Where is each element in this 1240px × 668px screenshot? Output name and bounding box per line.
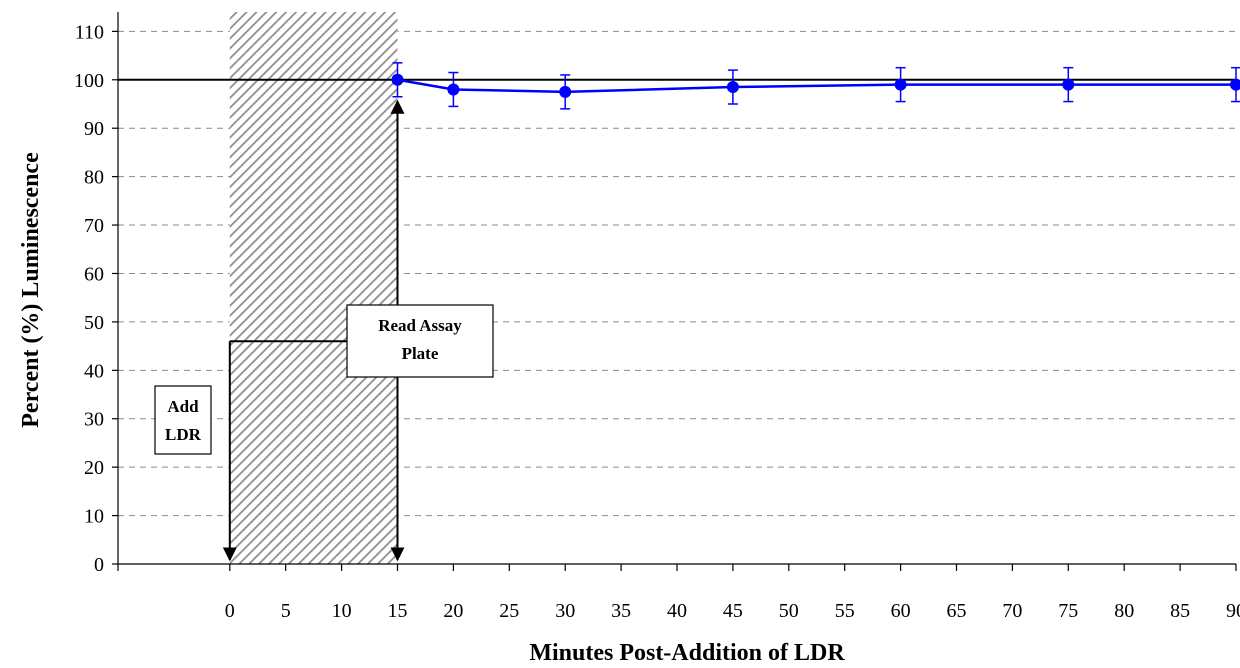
y-tick-label-100: 100 [74,70,104,92]
y-tick-label-30: 30 [84,409,104,431]
x-tick-label-30: 30 [555,600,575,622]
y-tick-label-110: 110 [75,21,104,43]
x-tick-label-35: 35 [611,600,631,622]
data-point-90 [1230,78,1240,91]
data-point-30 [559,85,572,98]
x-axis-title: Minutes Post-Addition of LDR [529,640,845,666]
y-tick-label-20: 20 [84,457,104,479]
x-tick-label-45: 45 [723,600,743,622]
data-point-20 [447,83,460,96]
x-tick-label-70: 70 [1002,600,1022,622]
x-tick-label-5: 5 [281,600,291,622]
series-line-0 [397,78,1236,94]
shaded-region [229,12,398,564]
y-tick-label-80: 80 [84,167,104,189]
x-tick-label-85: 85 [1170,600,1190,622]
x-tick-label-0: 0 [225,600,235,622]
x-tick-label-20: 20 [443,600,463,622]
x-tick-label-75: 75 [1058,600,1078,622]
data-point-15 [391,73,404,86]
annotation-text-read-1: Plate [402,344,439,363]
annotation-text-read-0: Read Assay [378,316,462,335]
y-tick-label-90: 90 [84,118,104,140]
y-tick-label-70: 70 [84,215,104,237]
x-tick-label-50: 50 [779,600,799,622]
y-tick-label-50: 50 [84,312,104,334]
x-tick-label-15: 15 [388,600,408,622]
annotation-text-add-1: LDR [165,425,202,444]
annotation-box-add [154,385,212,455]
x-tick-label-65: 65 [947,600,967,622]
x-tick-label-55: 55 [835,600,855,622]
x-tick-label-10: 10 [332,600,352,622]
y-tick-label-0: 0 [94,554,104,576]
x-tick-label-90: 90 [1226,600,1240,622]
x-tick-label-80: 80 [1114,600,1134,622]
x-tick-label-40: 40 [667,600,687,622]
x-tick-label-60: 60 [891,600,911,622]
x-tick-label-25: 25 [499,600,519,622]
annotation-text-add-0: Add [167,397,199,416]
y-tick-label-40: 40 [84,360,104,382]
data-point-45 [726,81,739,94]
y-tick-label-10: 10 [84,506,104,528]
annotation-box-read [346,304,494,378]
data-point-60 [894,78,907,91]
y-axis-title: Percent (%) Luminescence [18,152,44,428]
data-point-75 [1062,78,1075,91]
y-tick-label-60: 60 [84,263,104,285]
